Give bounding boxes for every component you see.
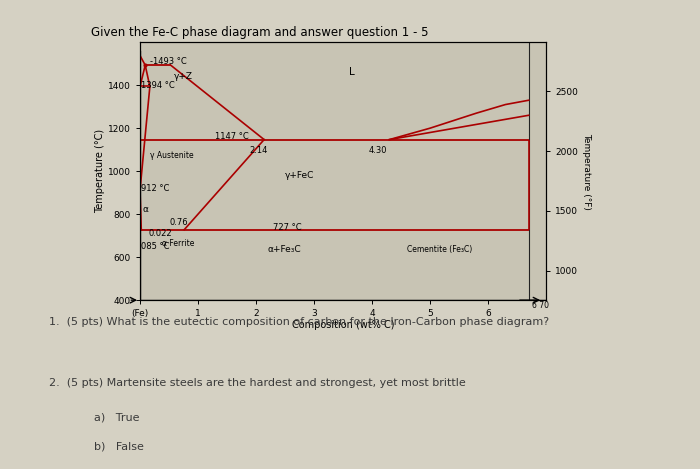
Text: Given the Fe-C phase diagram and answer question 1 - 5: Given the Fe-C phase diagram and answer …	[91, 26, 428, 39]
Text: 4.30: 4.30	[369, 146, 388, 155]
Text: α Ferrite: α Ferrite	[162, 239, 195, 248]
Text: 0.76: 0.76	[169, 218, 188, 227]
Text: 727 °C: 727 °C	[274, 223, 302, 232]
Y-axis label: Temperature (°F): Temperature (°F)	[582, 133, 592, 210]
X-axis label: Composition (wt% C): Composition (wt% C)	[292, 319, 394, 330]
Text: L: L	[349, 68, 355, 77]
Text: 6 70: 6 70	[531, 301, 549, 310]
Text: Cementite (Fe₃C): Cementite (Fe₃C)	[407, 245, 472, 254]
Text: 1.  (5 pts) What is the eutectic composition of carbon for the Iron-Carbon phase: 1. (5 pts) What is the eutectic composit…	[49, 317, 549, 326]
Text: γ+FeC: γ+FeC	[285, 171, 314, 180]
Text: b)   False: b) False	[94, 442, 144, 452]
Text: 0.022: 0.022	[148, 229, 172, 238]
Text: 912 °C: 912 °C	[141, 184, 169, 193]
Text: a)   True: a) True	[94, 413, 140, 423]
Text: 1147 °C: 1147 °C	[216, 132, 249, 141]
Text: 2.  (5 pts) Martensite steels are the hardest and strongest, yet most brittle: 2. (5 pts) Martensite steels are the har…	[49, 378, 466, 387]
Text: γ Austenite: γ Austenite	[150, 151, 194, 159]
Text: 1394 °C: 1394 °C	[141, 81, 175, 90]
Text: γ+Z: γ+Z	[174, 72, 192, 81]
Text: -1493 °C: -1493 °C	[150, 57, 187, 66]
Text: 085 °C: 085 °C	[141, 242, 169, 251]
Text: α+Fe₃C: α+Fe₃C	[267, 245, 301, 254]
Y-axis label: Temperature (°C): Temperature (°C)	[95, 129, 105, 213]
Text: α: α	[142, 205, 148, 214]
Text: 2.14: 2.14	[249, 146, 267, 155]
